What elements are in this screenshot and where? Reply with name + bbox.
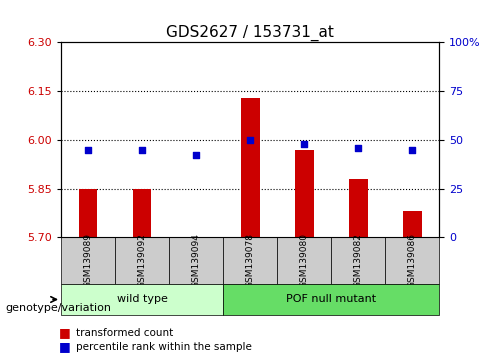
Text: GSM139080: GSM139080 <box>300 233 308 288</box>
FancyBboxPatch shape <box>61 284 223 315</box>
FancyBboxPatch shape <box>115 237 169 284</box>
Bar <box>79 189 98 237</box>
Text: transformed count: transformed count <box>76 328 173 338</box>
FancyBboxPatch shape <box>61 237 115 284</box>
FancyBboxPatch shape <box>223 237 277 284</box>
Bar <box>186 236 205 237</box>
Bar <box>403 211 422 237</box>
Point <box>138 147 146 153</box>
Bar <box>133 189 151 237</box>
FancyBboxPatch shape <box>169 237 223 284</box>
Text: GSM139094: GSM139094 <box>192 233 201 288</box>
FancyBboxPatch shape <box>331 237 385 284</box>
Point <box>354 145 362 150</box>
Point <box>246 137 254 143</box>
Title: GDS2627 / 153731_at: GDS2627 / 153731_at <box>166 25 334 41</box>
Text: ■: ■ <box>59 341 70 353</box>
Text: ■: ■ <box>59 326 70 339</box>
Text: GSM139082: GSM139082 <box>354 233 363 288</box>
FancyBboxPatch shape <box>385 237 439 284</box>
FancyBboxPatch shape <box>223 284 439 315</box>
Text: GSM139078: GSM139078 <box>245 233 255 288</box>
Text: percentile rank within the sample: percentile rank within the sample <box>76 342 251 352</box>
Point <box>408 147 416 153</box>
Text: GSM139092: GSM139092 <box>138 233 146 288</box>
Text: GSM139089: GSM139089 <box>83 233 93 288</box>
Point <box>192 153 200 158</box>
Point <box>84 147 92 153</box>
Bar <box>295 150 314 237</box>
Bar <box>349 179 367 237</box>
Text: genotype/variation: genotype/variation <box>5 303 111 313</box>
Point <box>300 141 308 147</box>
FancyBboxPatch shape <box>277 237 331 284</box>
Text: wild type: wild type <box>117 295 167 304</box>
Bar <box>241 98 260 237</box>
Text: GSM139086: GSM139086 <box>407 233 417 288</box>
Text: POF null mutant: POF null mutant <box>286 295 376 304</box>
